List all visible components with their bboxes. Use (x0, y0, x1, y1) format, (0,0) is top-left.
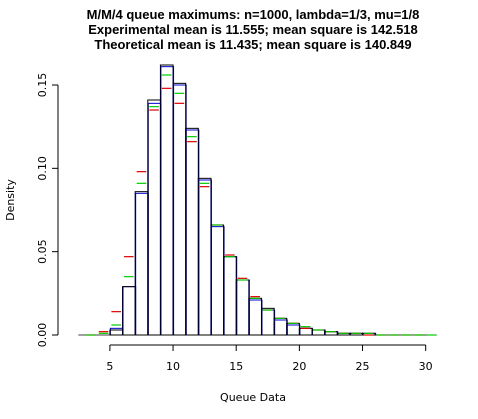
bars-black-bar (186, 128, 199, 335)
bars-black-bar (236, 280, 249, 335)
y-tick-label: 0.00 (36, 323, 49, 348)
bars-black-bar (173, 83, 186, 335)
bars-black-bar (249, 298, 262, 335)
bars-black-bar (261, 308, 274, 335)
histogram-black-series (78, 65, 432, 335)
bars-black-bar (299, 328, 312, 335)
bars-black-bar (211, 225, 224, 335)
bars-blue-bar (262, 310, 275, 335)
x-tick-label: 10 (166, 360, 180, 373)
chart-title-group: M/M/4 queue maximums: n=1000, lambda=1/3… (87, 7, 420, 52)
bars-black-bar (312, 330, 325, 335)
bars-blue-bar (199, 180, 212, 335)
bars-blue-bar (211, 227, 224, 335)
bars-blue-bar (300, 328, 313, 335)
bars-blue-bar (148, 103, 161, 335)
bars-black-bar (110, 330, 123, 335)
y-tick-label: 0.10 (36, 156, 49, 181)
bars-blue-bar (186, 130, 199, 335)
x-axis-label: Queue Data (220, 391, 286, 404)
bars-blue-bar (275, 320, 288, 335)
bars-blue-bar (313, 330, 326, 335)
bars-black-bar (198, 178, 211, 335)
x-tick-label: 20 (292, 360, 306, 373)
x-tick-label: 15 (229, 360, 243, 373)
bars-blue-bar (174, 85, 187, 335)
y-tick-label: 0.15 (36, 73, 49, 98)
bars-blue-bar (123, 287, 136, 335)
bars-black-bar (135, 192, 148, 335)
chart-title-line-1: M/M/4 queue maximums: n=1000, lambda=1/3… (87, 7, 420, 22)
chart-title-line-3: Theoretical mean is 11.435; mean square … (94, 37, 411, 52)
bars-blue-bar (161, 67, 174, 335)
x-tick-label: 5 (106, 360, 113, 373)
bars-blue-bar (136, 193, 149, 335)
bars-blue-bar (249, 300, 262, 335)
bars-blue-bar (224, 257, 237, 335)
chart-title-line-2: Experimental mean is 11.555; mean square… (88, 22, 418, 37)
bars-black-bar (274, 318, 287, 335)
green-density-ticks (86, 75, 437, 335)
y-tick-label: 0.05 (36, 239, 49, 264)
bars-blue-bar (287, 325, 300, 335)
bars-blue-bar (110, 328, 123, 335)
x-tick-label: 30 (419, 360, 433, 373)
bars-black-bar (160, 65, 173, 335)
bars-black-bar (148, 100, 161, 335)
y-axis: 0.00 0.05 0.10 0.15 (36, 73, 58, 348)
y-axis-label: Density (4, 179, 17, 221)
bars-black-bar (224, 257, 237, 335)
x-axis: 5 10 15 20 25 30 (106, 345, 432, 373)
bars-blue-bar (237, 280, 250, 335)
bars-black-bar (123, 287, 136, 335)
x-tick-label: 25 (356, 360, 370, 373)
